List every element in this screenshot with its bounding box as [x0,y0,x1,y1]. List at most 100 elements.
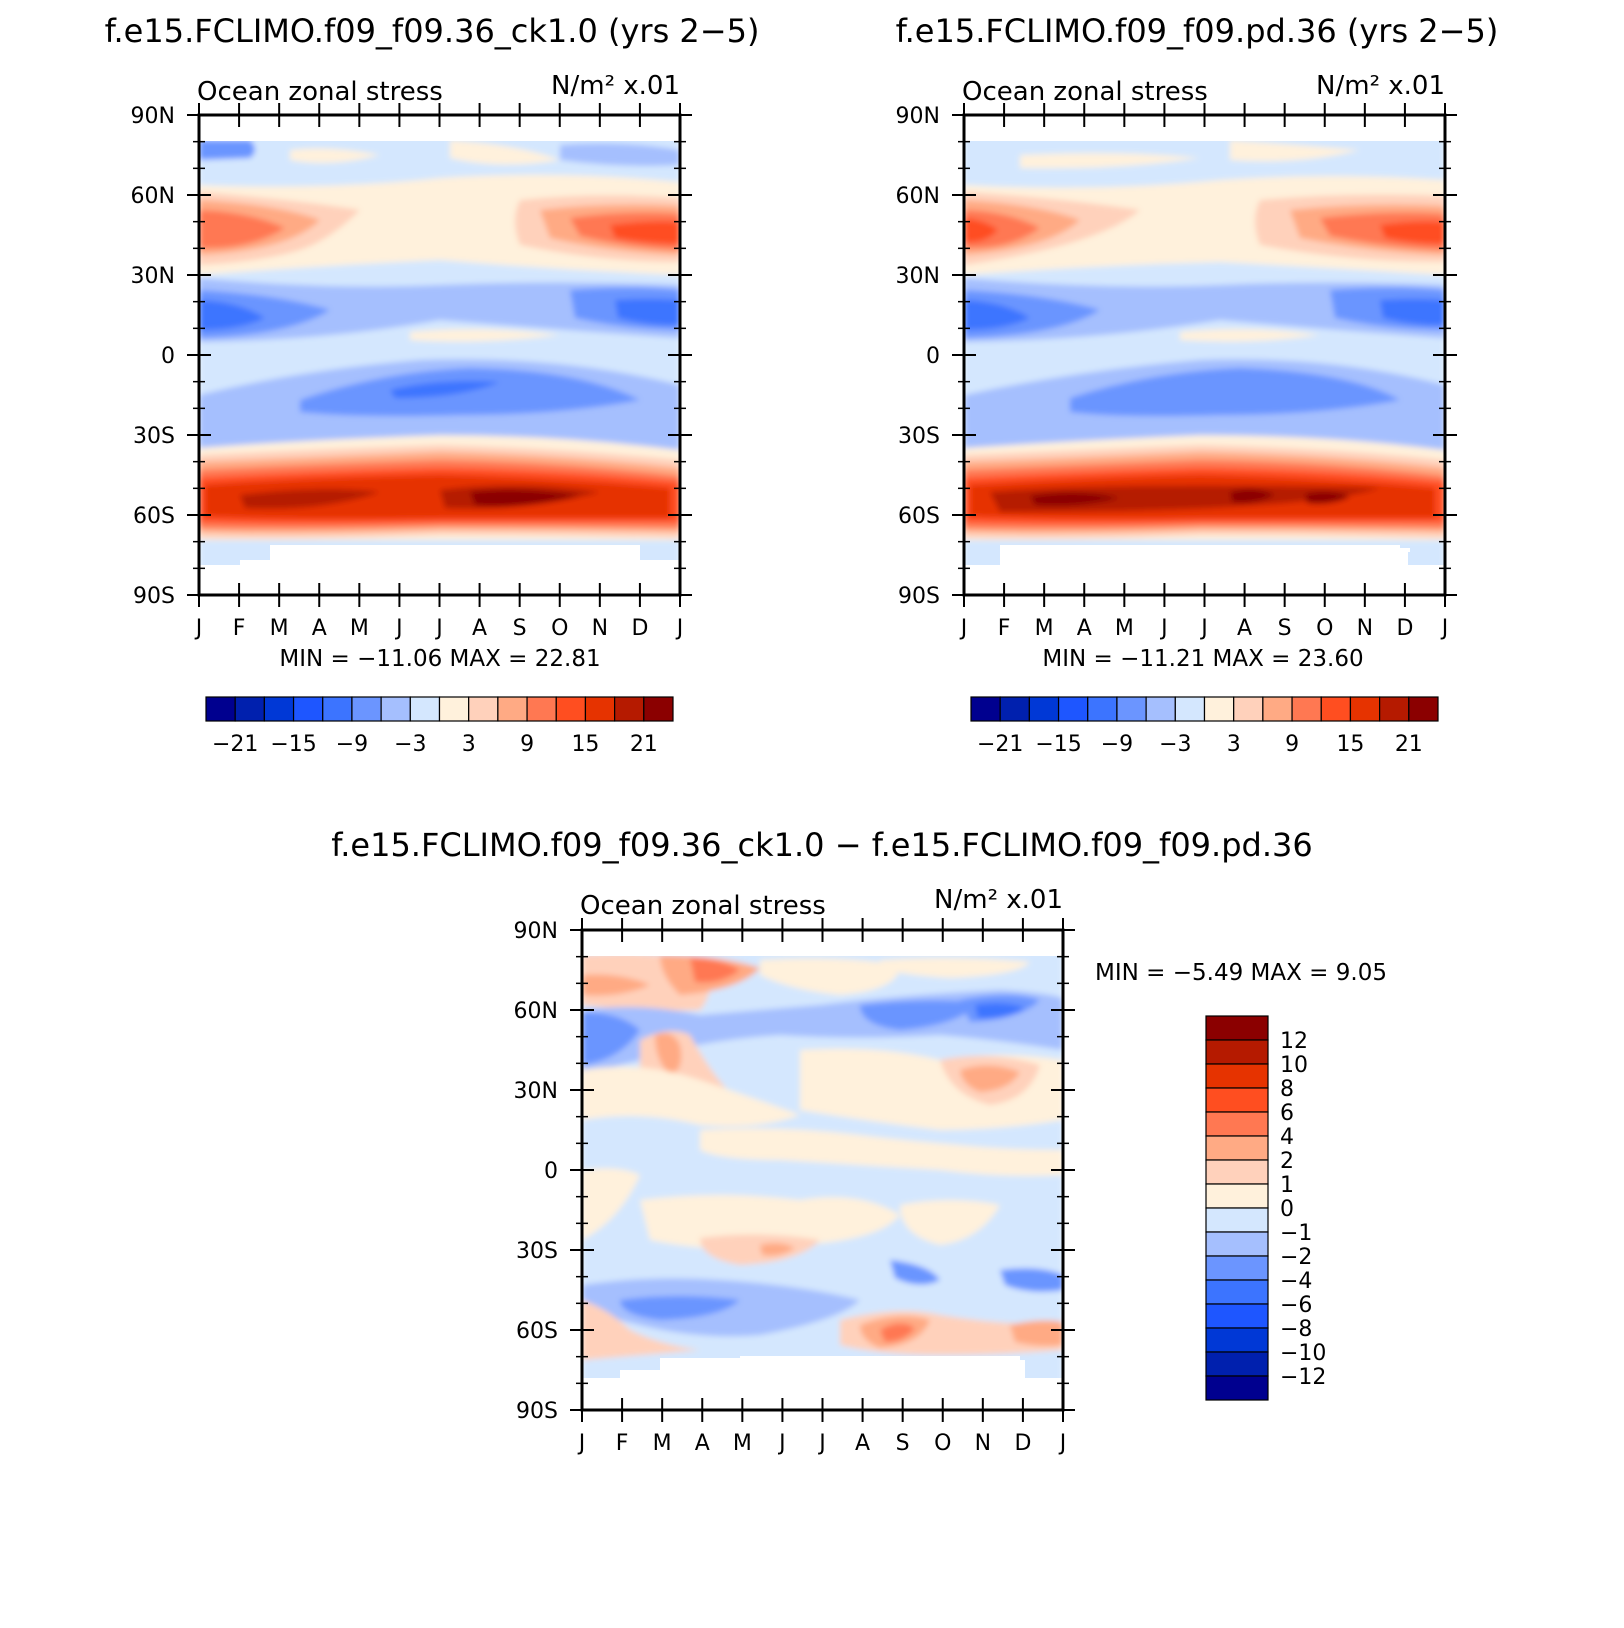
colorbar-label: 0 [1280,1197,1294,1222]
panel-diff-minmax: MIN = −5.49 MAX = 9.05 [1095,960,1387,986]
colorbar-label: 15 [1336,732,1364,757]
y-tick-label: 90S [133,584,175,609]
colorbar-box [1233,696,1264,722]
colorbar-label: −21 [212,732,258,757]
field-blob [760,958,900,995]
x-tick-label: J [394,616,403,641]
field-blob [900,1200,1000,1245]
field-blob [582,1066,800,1127]
colorbar-label: 4 [1280,1125,1294,1150]
x-tick-label: N [1357,616,1373,641]
colorbar-label: −15 [270,732,316,757]
x-tick-label: S [513,616,527,641]
x-tick-label: S [896,1431,910,1456]
x-tick-label: J [1199,616,1208,641]
x-tick-label: O [551,616,568,641]
colorbar-box [1205,1231,1269,1257]
colorbar-label: −1 [1280,1221,1312,1246]
y-tick-label: 30S [898,424,940,449]
colorbar-label: 3 [462,732,476,757]
field-blob [390,381,500,398]
field-blob [470,489,580,507]
panel-left-title: f.e15.FCLIMO.f09_f09.36_ck1.0 (yrs 2−5) [105,12,760,50]
panel-diff-field [582,930,1063,1410]
field-blob [199,300,265,330]
y-tick-label: 60S [133,504,175,529]
x-tick-label: J [675,616,684,641]
colorbar-box [526,696,557,722]
colorbar-box [1379,696,1410,722]
colorbar-label: −3 [394,732,426,757]
x-tick-label: J [1159,616,1168,641]
field-blob [615,299,680,326]
y-tick-label: 0 [926,344,940,369]
field-blob [1380,221,1445,244]
field-blob [240,489,380,509]
x-tick-label: S [1278,616,1292,641]
mask-bottom [199,545,680,595]
colorbar-label: −21 [977,732,1023,757]
x-tick-label: D [631,616,648,641]
colorbar-box [1408,696,1439,722]
panel-left: f.e15.FCLIMO.f09_f09.36_ck1.0 (yrs 2−5) … [105,12,760,757]
colorbar-box [497,696,528,722]
colorbar-box [1203,696,1235,722]
colorbar-box [1291,696,1322,722]
field-blob [1180,329,1320,342]
field-blob [975,1003,1025,1019]
y-tick-label: 60S [898,504,940,529]
colorbar-box [1205,1039,1269,1065]
y-tick-label: 30S [133,424,175,449]
x-tick-label: A [1237,616,1252,641]
field-blob [964,300,1030,330]
mask-bottom [964,545,1445,595]
y-tick-label: 90N [131,104,175,129]
field-blob [960,1065,1020,1092]
x-tick-label: O [1316,616,1333,641]
field-blob [582,1012,640,1065]
colorbar-label: −12 [1280,1365,1326,1390]
colorbar-label: −2 [1280,1245,1312,1270]
panel-right-colorbar: −21 −15 −9 −3 3 9 15 21 [970,696,1439,757]
field-blob [990,485,1380,512]
x-tick-label: J [1440,616,1449,641]
x-tick-label: A [1077,616,1092,641]
panel-left-variable-label: Ocean zonal stress [197,77,443,107]
colorbar-label: −8 [1280,1317,1312,1342]
colorbar-label: 15 [571,732,599,757]
colorbar-box [1205,1255,1269,1281]
y-tick-label: 90N [896,104,940,129]
y-tick-label: 0 [161,344,175,369]
field-blob [199,210,285,249]
field-blob [760,1243,795,1256]
x-tick-label: J [1058,1431,1067,1456]
field-blob [1230,140,1360,162]
x-tick-label: D [1014,1431,1031,1456]
x-tick-label: A [855,1431,870,1456]
colorbar-box [322,696,353,722]
colorbar-box [234,696,265,722]
colorbar-box [1205,1015,1269,1041]
colorbar-box [999,696,1030,722]
field-blob [1380,299,1445,326]
y-tick-label: 30N [131,264,175,289]
panel-left-colorbar: −21 −15 −9 −3 3 9 15 21 [205,696,674,757]
panel-right-variable-label: Ocean zonal stress [962,77,1208,107]
colorbar-box [1320,696,1352,722]
colorbar-box [1145,696,1176,722]
colorbar-box [1116,696,1147,722]
colorbar-box [584,696,616,722]
field-blob [450,140,560,165]
colorbar-box [1205,1375,1269,1401]
x-tick-label: M [270,616,289,641]
field-blob [700,1234,820,1265]
field-blob [880,1323,915,1342]
colorbar-box [1205,1063,1269,1089]
panel-left-units-label: N/m² x.01 [551,71,680,101]
field-blob [1010,1320,1063,1346]
colorbar-box [1262,696,1293,722]
colorbar-box [1205,1303,1269,1329]
